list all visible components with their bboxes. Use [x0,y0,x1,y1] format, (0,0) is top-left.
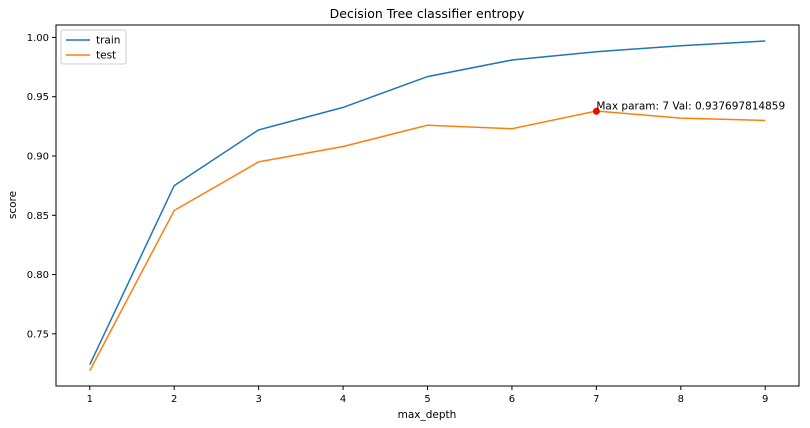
x-tick-label: 4 [340,394,346,405]
x-tick-label: 7 [593,394,599,405]
series-layer [89,40,766,371]
y-tick-label: 0.75 [27,329,49,340]
series-line-train [89,40,766,366]
y-tick-label: 0.80 [27,270,49,281]
y-tick-label: 1.00 [27,33,49,44]
chart-title: Decision Tree classifier entropy [330,6,525,21]
legend-label-test: test [96,50,116,62]
y-tick-label: 0.95 [27,92,49,103]
legend-label-train: train [96,35,120,47]
x-tick-label: 3 [255,394,261,405]
y-axis-label: score [7,191,19,219]
max-point-marker [592,107,600,115]
annotation-layer: Max param: 7 Val: 0.937697814859 [592,100,785,115]
x-tick-label: 9 [762,394,768,405]
x-axis-label: max_depth [398,409,457,421]
x-tick-label: 2 [171,394,177,405]
series-line-test [89,110,766,371]
x-tick-label: 6 [509,394,515,405]
y-axis: 0.75 0.80 0.85 0.90 0.95 1.00 [27,33,56,340]
x-tick-label: 8 [678,394,684,405]
x-axis: 1 2 3 4 5 6 7 8 9 [87,386,768,405]
max-annotation-label: Max param: 7 Val: 0.937697814859 [596,100,785,112]
plot-frame [55,24,800,387]
y-tick-label: 0.90 [27,152,49,163]
plot-area [55,24,800,387]
x-tick-label: 1 [87,394,93,405]
x-tick-label: 5 [424,394,430,405]
legend: train test [60,29,127,65]
y-tick-label: 0.85 [27,211,49,222]
